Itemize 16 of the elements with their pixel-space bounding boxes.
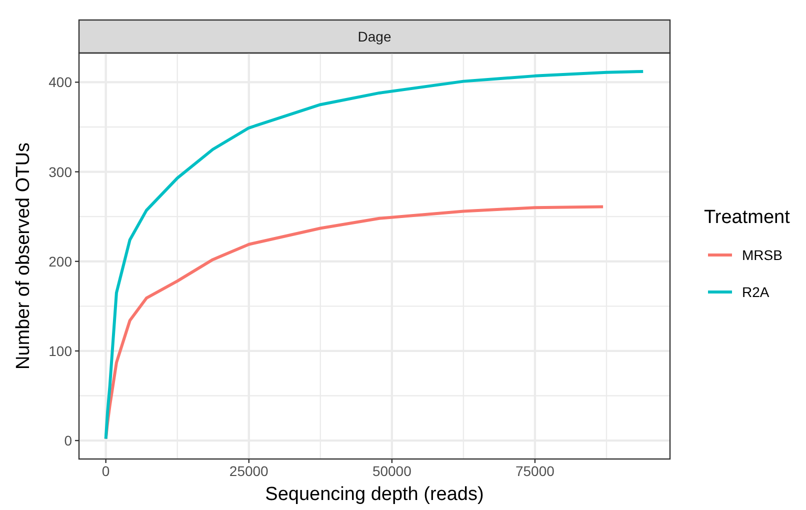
y-axis-title: Number of observed OTUs (13, 142, 34, 370)
y-tick-label: 100 (48, 342, 72, 359)
legend-title: Treatment (704, 207, 791, 228)
y-tick-label: 300 (48, 164, 72, 180)
x-tick-label: 50000 (372, 463, 412, 479)
y-tick-label: 0 (64, 432, 72, 449)
chart-title: Dage (358, 28, 392, 44)
legend-label: MRSB (742, 247, 782, 263)
x-tick-label: 0 (102, 463, 110, 479)
y-tick-label: 400 (48, 74, 72, 90)
line-series (104, 70, 645, 440)
x-tick-label: 75000 (516, 463, 555, 479)
x-axis-title: Sequencing depth (reads) (265, 484, 484, 505)
x-tick-label: 25000 (229, 463, 269, 479)
y-tick-label: 200 (48, 253, 72, 270)
legend-label: R2A (742, 284, 770, 300)
